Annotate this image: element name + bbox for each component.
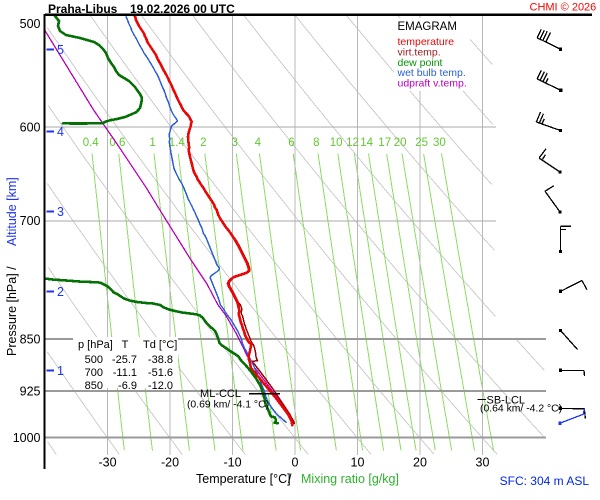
svg-text:6: 6 bbox=[288, 137, 294, 149]
svg-text:925: 925 bbox=[20, 384, 41, 398]
svg-text:20: 20 bbox=[394, 137, 407, 149]
svg-text:850: 850 bbox=[20, 332, 41, 346]
svg-text:500: 500 bbox=[85, 354, 103, 366]
svg-text:Praha-Libus: Praha-Libus bbox=[48, 2, 118, 16]
svg-text:10: 10 bbox=[351, 456, 365, 470]
svg-text:-10: -10 bbox=[223, 456, 241, 470]
svg-text:Temperature [°C]: Temperature [°C] bbox=[196, 472, 291, 486]
svg-text:2: 2 bbox=[200, 137, 206, 149]
svg-text:-25.7: -25.7 bbox=[112, 354, 137, 366]
svg-text:Td [°C]: Td [°C] bbox=[143, 339, 177, 351]
svg-text:-6.9: -6.9 bbox=[118, 380, 137, 392]
svg-text:3: 3 bbox=[57, 205, 64, 219]
svg-text:Pressure [hPa] /: Pressure [hPa] / bbox=[5, 266, 19, 356]
svg-text:1: 1 bbox=[149, 137, 155, 149]
svg-text:700: 700 bbox=[85, 367, 103, 379]
svg-text:2: 2 bbox=[57, 285, 64, 299]
svg-text:30: 30 bbox=[476, 456, 490, 470]
svg-text:25: 25 bbox=[415, 137, 428, 149]
svg-text:1000: 1000 bbox=[13, 431, 41, 445]
svg-text:19.02.2026 00 UTC: 19.02.2026 00 UTC bbox=[130, 2, 235, 16]
svg-text:-11.1: -11.1 bbox=[113, 367, 137, 379]
svg-text:/: / bbox=[288, 472, 292, 486]
svg-text:-30: -30 bbox=[98, 456, 116, 470]
svg-text:12: 12 bbox=[346, 137, 359, 149]
svg-text:EMAGRAM: EMAGRAM bbox=[398, 21, 457, 33]
svg-text:p [hPa]: p [hPa] bbox=[78, 339, 113, 351]
svg-text:4: 4 bbox=[255, 137, 262, 149]
svg-text:ML-CCL: ML-CCL bbox=[200, 388, 241, 400]
svg-text:0.4: 0.4 bbox=[83, 137, 100, 149]
svg-text:virt.temp.: virt.temp. bbox=[398, 47, 441, 59]
svg-text:10: 10 bbox=[330, 137, 343, 149]
svg-text:SFC: 304 m ASL: SFC: 304 m ASL bbox=[500, 474, 590, 488]
svg-text:Altitude [km]: Altitude [km] bbox=[5, 177, 19, 246]
svg-text:CHMI © 2026: CHMI © 2026 bbox=[530, 2, 597, 14]
svg-text:5: 5 bbox=[57, 43, 64, 57]
svg-text:temperature: temperature bbox=[398, 36, 455, 48]
svg-text:-20: -20 bbox=[161, 456, 179, 470]
svg-text:700: 700 bbox=[20, 214, 41, 228]
svg-text:-51.6: -51.6 bbox=[148, 367, 173, 379]
svg-text:30: 30 bbox=[433, 137, 446, 149]
svg-text:8: 8 bbox=[313, 137, 319, 149]
svg-text:T: T bbox=[122, 339, 129, 351]
svg-text:(0.64 km/ -4.2 °C): (0.64 km/ -4.2 °C) bbox=[480, 404, 562, 415]
svg-text:17: 17 bbox=[378, 137, 391, 149]
svg-text:0: 0 bbox=[292, 456, 299, 470]
svg-text:3: 3 bbox=[231, 137, 237, 149]
svg-text:850: 850 bbox=[85, 380, 103, 392]
svg-text:udpraft v.temp.: udpraft v.temp. bbox=[398, 77, 467, 89]
svg-text:dew point: dew point bbox=[398, 57, 443, 69]
svg-text:1: 1 bbox=[57, 364, 64, 378]
svg-text:20: 20 bbox=[413, 456, 427, 470]
svg-text:600: 600 bbox=[20, 120, 41, 134]
svg-text:wet bulb temp.: wet bulb temp. bbox=[397, 67, 466, 79]
svg-text:0.6: 0.6 bbox=[109, 137, 125, 149]
svg-text:1.4: 1.4 bbox=[169, 137, 186, 149]
svg-text:SB-LCL: SB-LCL bbox=[487, 395, 526, 407]
svg-text:(0.69 km/ -4.1 °C): (0.69 km/ -4.1 °C) bbox=[187, 400, 269, 411]
svg-text:-38.8: -38.8 bbox=[148, 354, 173, 366]
svg-text:14: 14 bbox=[360, 137, 373, 149]
svg-text:500: 500 bbox=[20, 17, 41, 31]
svg-text:-12.0: -12.0 bbox=[148, 380, 173, 392]
svg-text:4: 4 bbox=[57, 125, 64, 139]
svg-text:Mixing ratio [g/kg]: Mixing ratio [g/kg] bbox=[301, 472, 399, 486]
